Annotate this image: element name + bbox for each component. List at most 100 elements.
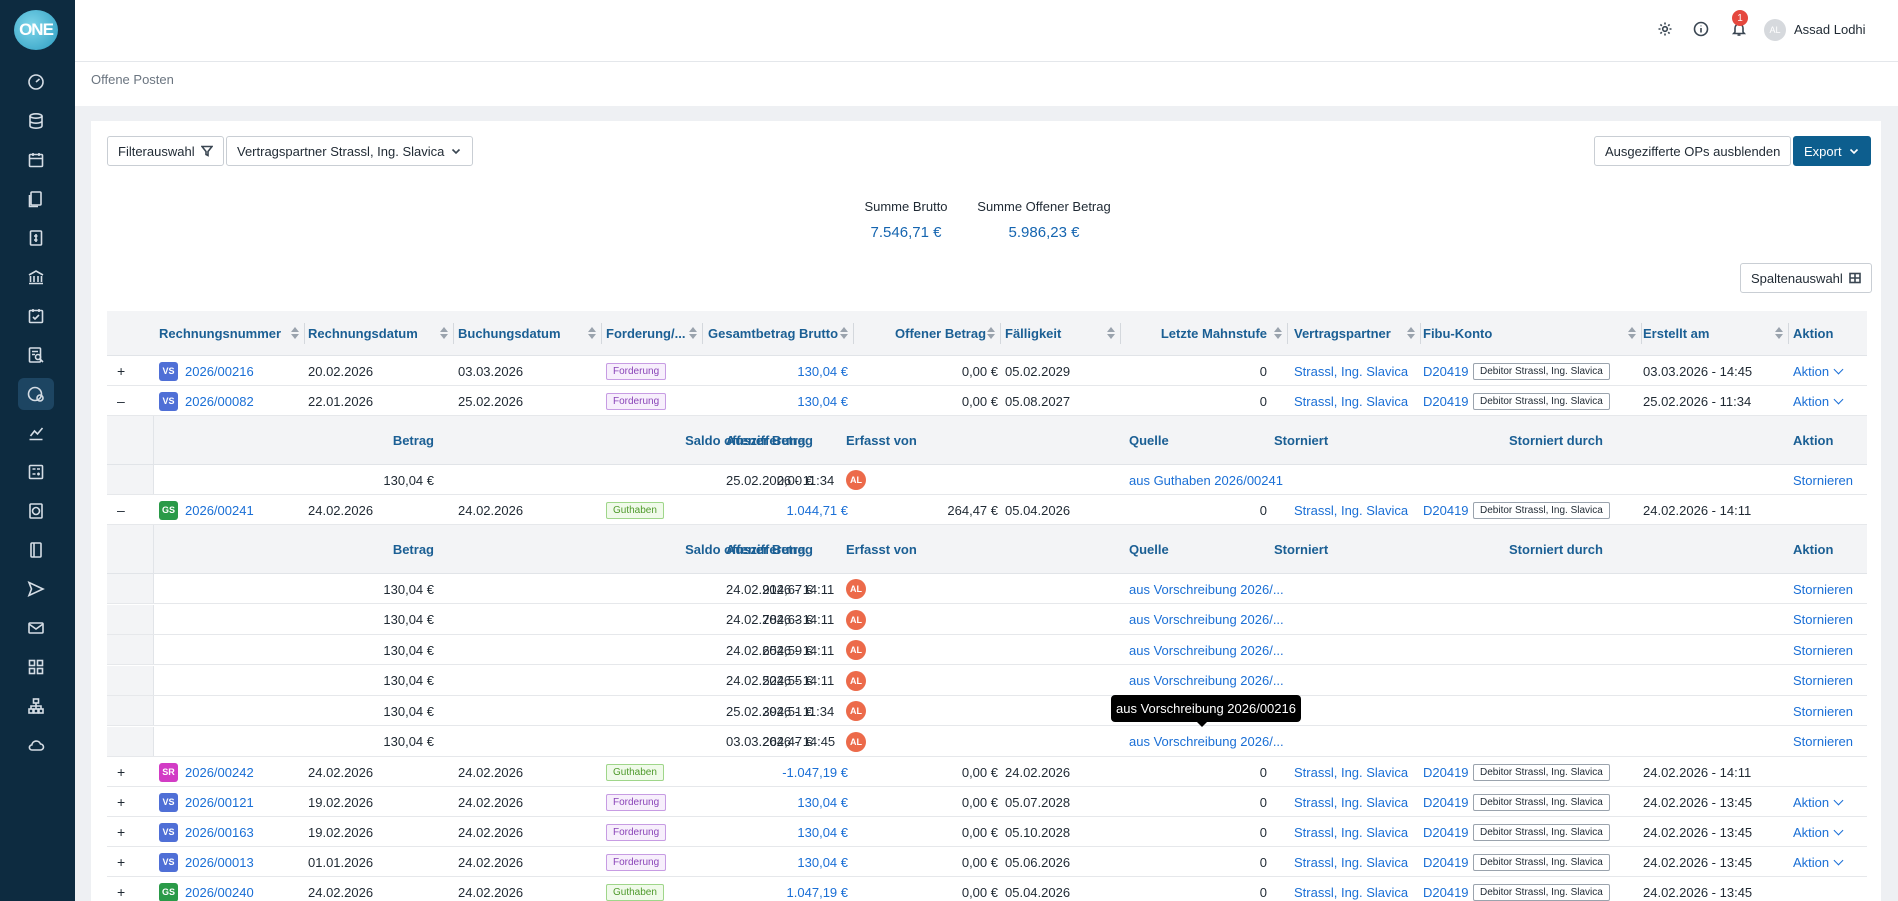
contract-partner-link[interactable]: Strassl, Ing. Slavica <box>1294 764 1409 780</box>
apps-icon[interactable] <box>26 657 46 677</box>
book-icon[interactable] <box>26 540 46 560</box>
action-dropdown[interactable]: Aktion <box>1793 787 1844 817</box>
action-dropdown[interactable]: Aktion <box>1793 817 1844 847</box>
mail-icon[interactable] <box>26 618 46 638</box>
sub-source-link[interactable]: aus Vorschreibung 2026/... <box>1129 642 1284 658</box>
contract-partner-link[interactable]: Strassl, Ing. Slavica <box>1294 824 1409 840</box>
expand-toggle[interactable]: + <box>117 794 126 810</box>
action-dropdown[interactable]: Aktion <box>1793 356 1844 386</box>
expand-toggle[interactable]: – <box>117 393 125 409</box>
expand-toggle[interactable]: – <box>117 502 125 518</box>
col-brutto[interactable]: Gesamtbetrag Brutto <box>708 326 839 341</box>
documents-icon[interactable] <box>26 189 46 209</box>
col-vertragspartner[interactable]: Vertragspartner <box>1294 326 1391 341</box>
col-fibu-konto[interactable]: Fibu-Konto <box>1423 326 1493 341</box>
sort-icon[interactable] <box>689 326 697 340</box>
user-name[interactable]: Assad Lodhi <box>1794 22 1866 37</box>
column-select-button[interactable]: Spaltenauswahl <box>1740 263 1872 293</box>
sub-source-link[interactable]: aus Vorschreibung 2026/... <box>1129 581 1284 597</box>
gross-amount-link[interactable]: 1.044,71 € <box>786 502 848 518</box>
fibu-account-link[interactable]: D20419 <box>1423 363 1469 379</box>
fibu-account-link[interactable]: D20419 <box>1423 393 1469 409</box>
cancel-link[interactable]: Stornieren <box>1793 581 1853 597</box>
gross-amount-link[interactable]: 130,04 € <box>797 824 848 840</box>
send-icon[interactable] <box>26 579 46 599</box>
hide-settled-button[interactable]: Ausgezifferte OPs ausblenden <box>1594 136 1792 166</box>
gross-amount-link[interactable]: 130,04 € <box>797 363 848 379</box>
col-rechnungsdatum[interactable]: Rechnungsdatum <box>308 326 418 341</box>
open-items-icon[interactable] <box>18 378 54 410</box>
gross-amount-link[interactable]: 130,04 € <box>797 794 848 810</box>
contract-partner-link[interactable]: Strassl, Ing. Slavica <box>1294 854 1409 870</box>
sort-icon[interactable] <box>1628 326 1636 340</box>
expand-toggle[interactable]: + <box>117 764 126 780</box>
invoice-number-link[interactable]: 2026/00163 <box>185 824 254 840</box>
cancel-link[interactable]: Stornieren <box>1793 673 1853 688</box>
invoice-number-link[interactable]: 2026/00241 <box>185 502 254 518</box>
sort-icon[interactable] <box>1775 326 1783 340</box>
sub-source-link[interactable]: aus Vorschreibung 2026/... <box>1129 673 1284 688</box>
contract-partner-link[interactable]: Strassl, Ing. Slavica <box>1294 794 1409 810</box>
sort-icon[interactable] <box>987 326 995 340</box>
contract-partner-link[interactable]: Strassl, Ing. Slavica <box>1294 363 1409 379</box>
invoice-number-link[interactable]: 2026/00082 <box>185 393 254 409</box>
gross-amount-link[interactable]: 130,04 € <box>797 854 848 870</box>
sort-icon[interactable] <box>1107 326 1115 340</box>
cancel-link[interactable]: Stornieren <box>1793 734 1853 749</box>
export-button[interactable]: Export <box>1793 136 1871 166</box>
fibu-account-link[interactable]: D20419 <box>1423 884 1469 900</box>
bank-icon[interactable] <box>26 267 46 287</box>
filter-button[interactable]: Filterauswahl <box>107 136 224 166</box>
invoice-number-link[interactable]: 2026/00013 <box>185 854 254 870</box>
gross-amount-link[interactable]: -1.047,19 € <box>782 764 848 780</box>
sort-icon[interactable] <box>840 326 848 340</box>
dashboard-icon[interactable] <box>26 72 46 92</box>
cancel-link[interactable]: Stornieren <box>1793 472 1853 488</box>
expand-toggle[interactable]: + <box>117 363 126 379</box>
contract-partner-link[interactable]: Strassl, Ing. Slavica <box>1294 884 1409 900</box>
calendar-check-icon[interactable] <box>26 306 46 326</box>
database-icon[interactable] <box>26 111 46 131</box>
org-chart-icon[interactable] <box>26 696 46 716</box>
expand-toggle[interactable]: + <box>117 884 126 900</box>
contract-partner-link[interactable]: Strassl, Ing. Slavica <box>1294 502 1409 518</box>
gross-amount-link[interactable]: 1.047,19 € <box>786 884 848 900</box>
col-erstellt-am[interactable]: Erstellt am <box>1643 326 1710 341</box>
fibu-account-link[interactable]: D20419 <box>1423 764 1469 780</box>
fibu-account-link[interactable]: D20419 <box>1423 824 1469 840</box>
gross-amount-link[interactable]: 130,04 € <box>797 393 848 409</box>
settings-icon[interactable] <box>1657 21 1675 39</box>
sort-icon[interactable] <box>291 326 299 340</box>
cancel-link[interactable]: Stornieren <box>1793 612 1853 627</box>
info-icon[interactable] <box>1693 21 1711 39</box>
dollar-doc-icon[interactable] <box>26 501 46 521</box>
sort-icon[interactable] <box>1407 326 1415 340</box>
avatar[interactable]: AL <box>1764 19 1786 41</box>
invoice-number-link[interactable]: 2026/00121 <box>185 794 254 810</box>
expand-toggle[interactable]: + <box>117 854 126 870</box>
calendar-icon[interactable] <box>26 150 46 170</box>
app-logo[interactable]: ONE <box>14 10 58 50</box>
col-buchungsdatum[interactable]: Buchungsdatum <box>458 326 561 341</box>
cancel-link[interactable]: Stornieren <box>1793 703 1853 719</box>
expand-toggle[interactable]: + <box>117 824 126 840</box>
contract-partner-link[interactable]: Strassl, Ing. Slavica <box>1294 393 1409 409</box>
fibu-account-link[interactable]: D20419 <box>1423 794 1469 810</box>
col-offen[interactable]: Offener Betrag <box>895 326 987 341</box>
col-rechnungsnummer[interactable]: Rechnungsnummer <box>159 326 282 341</box>
fibu-account-link[interactable]: D20419 <box>1423 854 1469 870</box>
cloud-icon[interactable] <box>26 735 46 755</box>
search-report-icon[interactable] <box>26 345 46 365</box>
invoice-number-link[interactable]: 2026/00216 <box>185 363 254 379</box>
calculator-icon[interactable] <box>26 462 46 482</box>
invoice-icon[interactable] <box>26 228 46 248</box>
fibu-account-link[interactable]: D20419 <box>1423 502 1469 518</box>
sort-icon[interactable] <box>588 326 596 340</box>
partner-filter-select[interactable]: Vertragspartner Strassl, Ing. Slavica <box>226 136 474 166</box>
sort-icon[interactable] <box>440 326 448 340</box>
sort-icon[interactable] <box>1274 326 1282 340</box>
invoice-number-link[interactable]: 2026/00242 <box>185 764 254 780</box>
col-forderung[interactable]: Forderung/... <box>606 326 686 341</box>
col-faelligkeit[interactable]: Fälligkeit <box>1005 326 1062 341</box>
chart-icon[interactable] <box>26 423 46 443</box>
